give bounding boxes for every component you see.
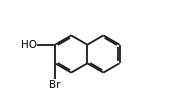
Text: Br: Br bbox=[49, 80, 61, 90]
Text: HO: HO bbox=[21, 40, 37, 50]
